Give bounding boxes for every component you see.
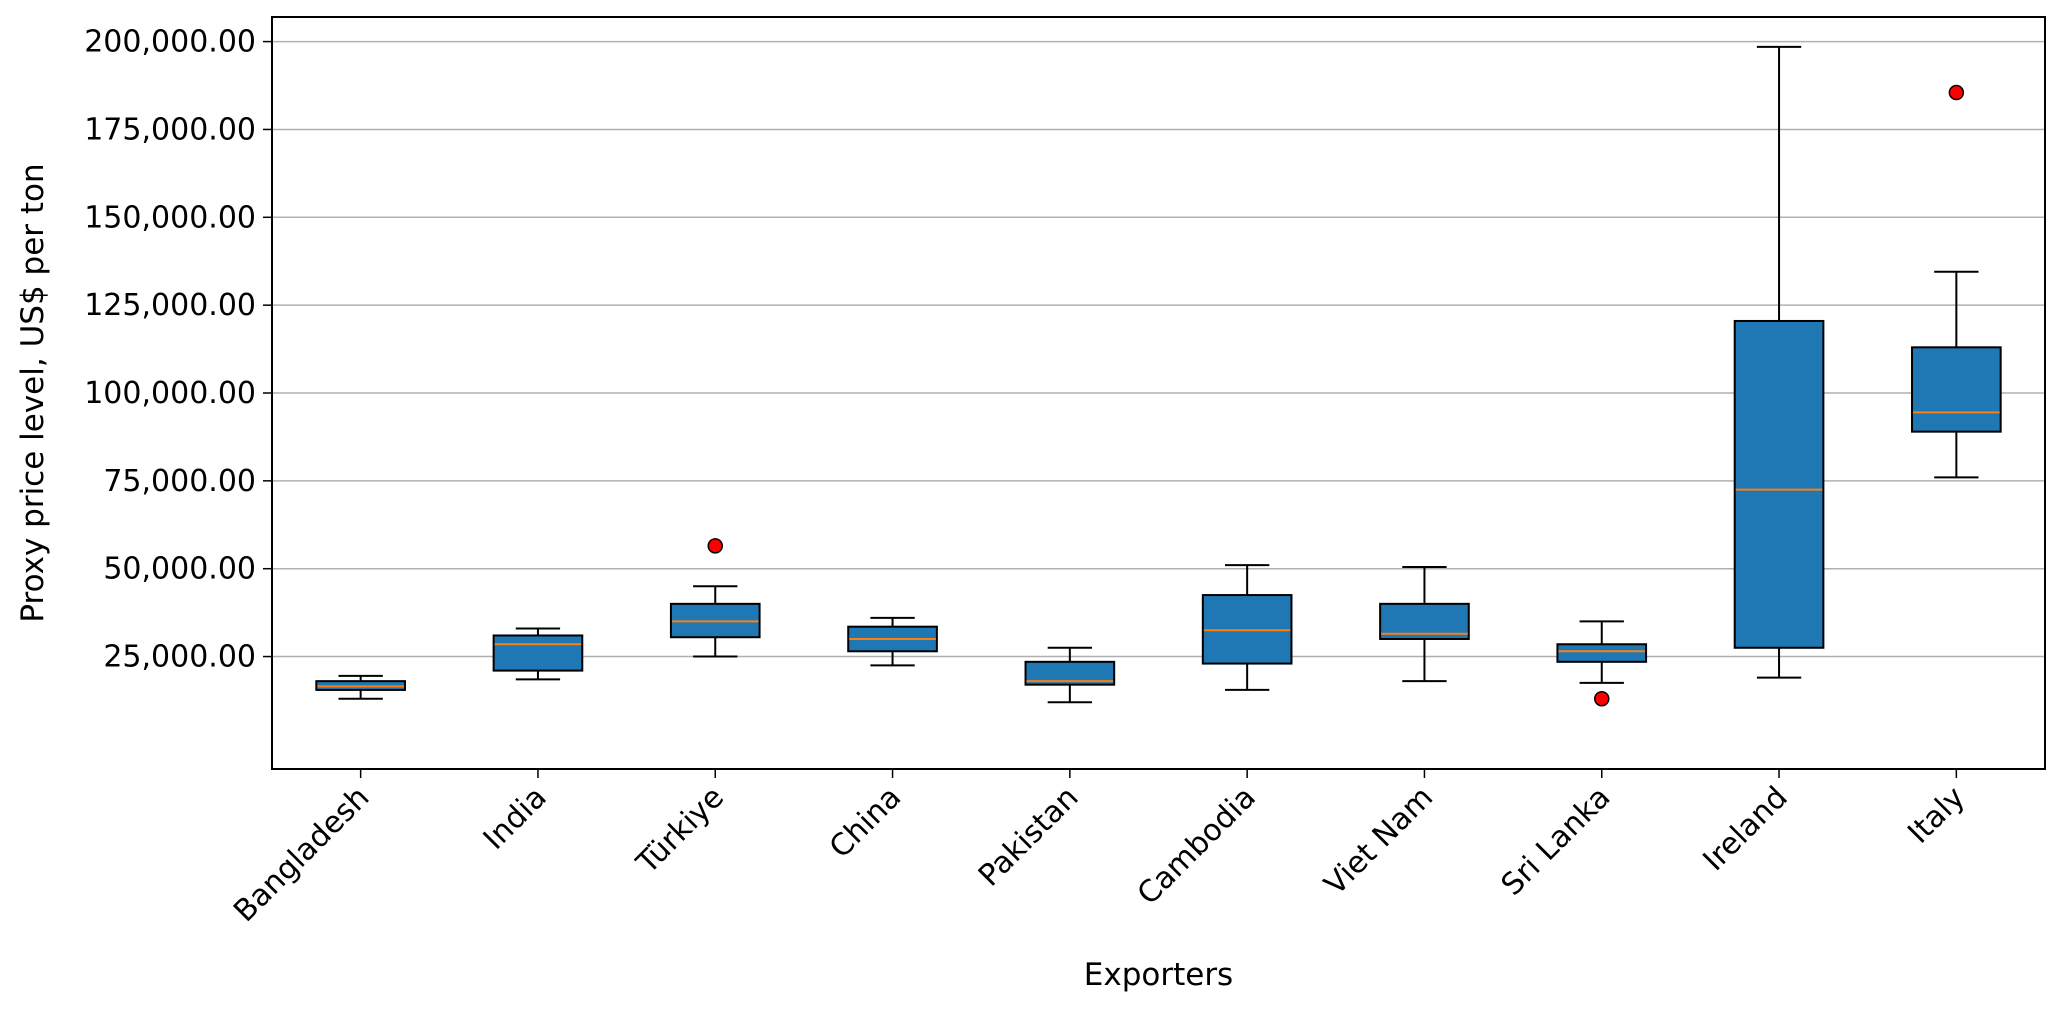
box-series [315,45,2002,707]
x-tick-label: Cambodia [1131,780,1263,912]
box-2 [669,538,761,658]
box-7 [1556,620,1648,707]
y-tick-label: 175,000.00 [84,112,256,147]
box-6 [1379,565,1470,683]
y-tick-label: 75,000.00 [103,464,256,499]
y-gridlines [272,40,2045,658]
box-body [1556,643,1648,663]
box-9 [1911,84,2002,479]
x-axis-label: Exporters [1084,957,1233,993]
box-8 [1733,45,1825,679]
y-tick-label: 150,000.00 [84,200,256,235]
x-tick-label: Italy [1901,780,1972,851]
y-tick-label: 50,000.00 [103,552,256,587]
box-body [1024,660,1116,686]
box-body [1733,319,1825,649]
y-axis: 25,000.00 50,000.00 75,000.00 100,000.00 125… [84,25,272,675]
x-tick-label: Bangladesh [227,780,376,929]
x-tick-label: India [477,780,554,857]
outlier-point [1948,84,1965,101]
box-4 [1024,646,1116,704]
x-tick-label: Ireland [1697,780,1795,878]
box-0 [315,674,406,700]
box-3 [847,616,938,667]
x-tick-label: China [823,780,908,865]
y-tick-label: 200,000.00 [84,25,256,60]
outlier-point [707,538,723,554]
x-axis: Bangladesh India Türkiye China Pakistan Cambo… [227,769,1972,929]
box-body [492,634,584,672]
box-body [1911,346,2002,433]
y-axis-label: Proxy price level, US$ per ton [15,163,51,622]
y-tick-label: 100,000.00 [84,376,256,411]
outlier-point [1594,690,1610,707]
y-tick-label: 25,000.00 [103,640,256,675]
x-tick-label: Pakistan [972,780,1086,894]
x-tick-label: Viet Nam [1318,780,1440,902]
x-tick-label: Türkiye [629,780,730,881]
box-5 [1201,564,1293,691]
y-tick-label: 125,000.00 [84,288,256,323]
box-1 [492,627,584,681]
x-tick-label: Sri Lanka [1495,780,1618,903]
